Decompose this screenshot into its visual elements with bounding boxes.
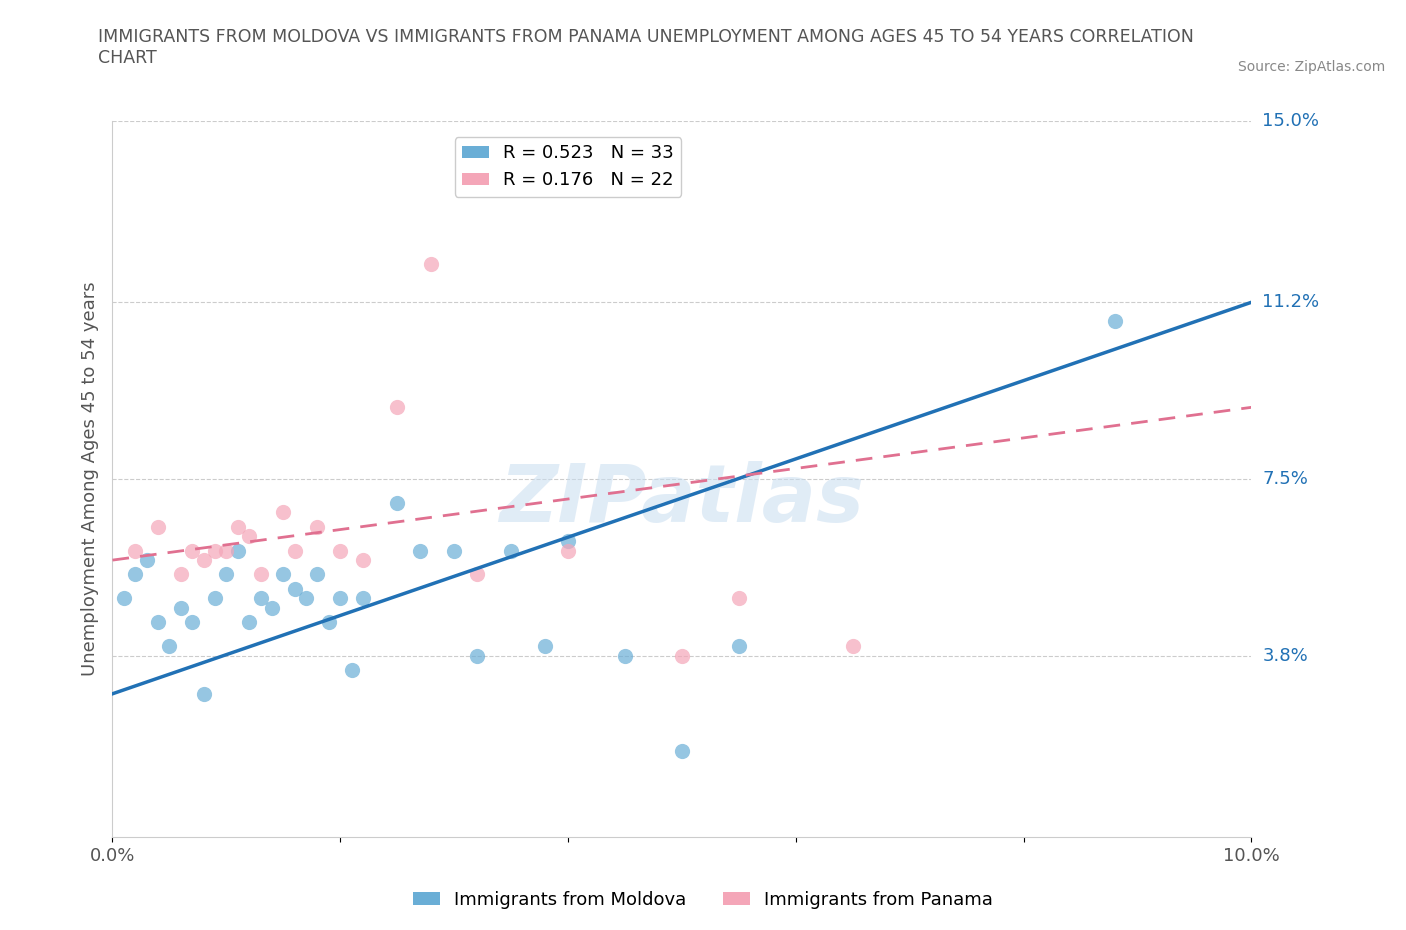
Point bbox=[193, 552, 215, 567]
Point bbox=[170, 567, 193, 582]
Point bbox=[671, 744, 693, 759]
Point bbox=[728, 639, 751, 654]
Point bbox=[465, 648, 488, 663]
Point bbox=[238, 529, 260, 544]
Point bbox=[159, 639, 180, 654]
Point bbox=[420, 257, 443, 272]
Text: ZIPatlas: ZIPatlas bbox=[499, 461, 865, 539]
Point bbox=[307, 567, 329, 582]
Point bbox=[271, 505, 295, 520]
Point bbox=[226, 519, 249, 534]
Point bbox=[295, 591, 318, 605]
Legend: R = 0.523   N = 33, R = 0.176   N = 22: R = 0.523 N = 33, R = 0.176 N = 22 bbox=[454, 137, 682, 196]
Point bbox=[443, 543, 465, 558]
Point bbox=[465, 567, 488, 582]
Point bbox=[501, 543, 523, 558]
Point bbox=[534, 639, 557, 654]
Point bbox=[146, 519, 169, 534]
Point bbox=[671, 648, 693, 663]
Point bbox=[340, 662, 363, 677]
Point bbox=[284, 543, 307, 558]
Point bbox=[112, 591, 135, 605]
Point bbox=[181, 543, 204, 558]
Point bbox=[181, 615, 204, 630]
Point bbox=[841, 639, 863, 654]
Point bbox=[146, 615, 169, 630]
Point bbox=[124, 567, 146, 582]
Point bbox=[226, 543, 249, 558]
Point bbox=[135, 552, 157, 567]
Point bbox=[204, 591, 226, 605]
Point bbox=[318, 615, 340, 630]
Text: 3.8%: 3.8% bbox=[1263, 646, 1308, 665]
Point bbox=[728, 591, 751, 605]
Point bbox=[557, 543, 579, 558]
Point bbox=[204, 543, 226, 558]
Point bbox=[271, 567, 295, 582]
Point bbox=[329, 591, 352, 605]
Point bbox=[329, 543, 352, 558]
Text: Source: ZipAtlas.com: Source: ZipAtlas.com bbox=[1237, 60, 1385, 74]
Point bbox=[193, 686, 215, 701]
Point bbox=[557, 534, 579, 549]
Point bbox=[307, 519, 329, 534]
Text: 11.2%: 11.2% bbox=[1263, 293, 1320, 312]
Text: 7.5%: 7.5% bbox=[1263, 470, 1309, 488]
Legend: Immigrants from Moldova, Immigrants from Panama: Immigrants from Moldova, Immigrants from… bbox=[406, 884, 1000, 916]
Point bbox=[215, 567, 238, 582]
Point bbox=[352, 552, 374, 567]
Point bbox=[249, 591, 271, 605]
Point bbox=[124, 543, 146, 558]
Point bbox=[170, 601, 193, 616]
Point bbox=[352, 591, 374, 605]
Point bbox=[385, 496, 409, 511]
Point bbox=[613, 648, 636, 663]
Point bbox=[284, 581, 307, 596]
Point bbox=[260, 601, 283, 616]
Point bbox=[249, 567, 271, 582]
Text: IMMIGRANTS FROM MOLDOVA VS IMMIGRANTS FROM PANAMA UNEMPLOYMENT AMONG AGES 45 TO : IMMIGRANTS FROM MOLDOVA VS IMMIGRANTS FR… bbox=[98, 28, 1194, 67]
Point bbox=[385, 400, 409, 415]
Point bbox=[1104, 314, 1126, 329]
Point bbox=[238, 615, 260, 630]
Point bbox=[215, 543, 238, 558]
Point bbox=[409, 543, 432, 558]
Y-axis label: Unemployment Among Ages 45 to 54 years: Unemployment Among Ages 45 to 54 years bbox=[80, 282, 98, 676]
Text: 15.0%: 15.0% bbox=[1263, 112, 1319, 130]
